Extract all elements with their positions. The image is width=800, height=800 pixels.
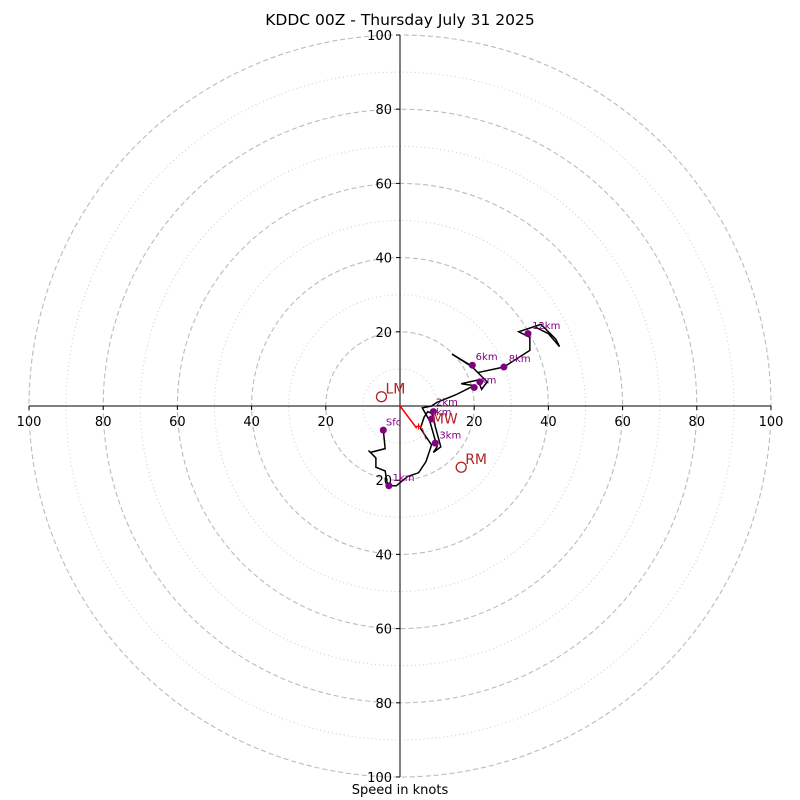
height-marker-6km <box>468 361 476 369</box>
tick-labels: 100 80 60 40 20 20 40 60 80 100100806040202040608… <box>17 29 784 786</box>
storm-motion-marker-rm <box>455 461 467 473</box>
height-label: 8km <box>509 354 531 365</box>
height-label: 2km <box>436 398 458 409</box>
height-marker-4km <box>428 415 436 423</box>
storm-motion-label-mw: MW <box>432 411 458 427</box>
x-tick-label: 40 <box>540 415 557 430</box>
y-tick-label: 60 <box>375 177 392 192</box>
height-label: Sfc <box>386 418 401 429</box>
height-marker-1km <box>385 482 393 490</box>
x-tick-label: 60 <box>169 415 186 430</box>
height-marker-2km <box>429 408 437 416</box>
height-label: 3km <box>439 430 461 441</box>
x-axis-label: Speed in knots <box>351 783 449 798</box>
y-tick-label: 100 <box>367 771 392 786</box>
x-tick-label: 20 <box>466 415 483 430</box>
height-marker-7km <box>476 378 484 386</box>
storm-motion-marker-lm <box>375 391 388 403</box>
storm-motion-label-rm: RM <box>465 452 487 468</box>
x-tick-label: 60 <box>614 415 631 430</box>
storm-motions: LM RM MW <box>375 382 487 473</box>
wind-trace <box>367 323 561 487</box>
x-tick-label: 40 <box>243 415 260 430</box>
y-tick-label: 80 <box>375 697 392 712</box>
hodograph-line <box>367 323 561 487</box>
x-tick-label: 100 <box>17 415 42 430</box>
y-tick-label: 40 <box>375 252 392 267</box>
y-tick-label: 40 <box>375 548 392 563</box>
mean-wind-vector <box>399 405 418 429</box>
storm-motion-segment <box>421 428 427 440</box>
storm-motion-label-lm: LM <box>385 382 405 398</box>
y-tick-label: 80 <box>375 103 392 118</box>
y-tick-label: 20 <box>375 326 392 341</box>
height-label: km <box>436 407 452 418</box>
chart-title: KDDC 00Z - Thursday July 31 2025 <box>265 11 535 29</box>
height-marker-3km <box>431 439 439 447</box>
height-marker-Sfc <box>379 426 387 434</box>
x-tick-label: 100 <box>759 415 784 430</box>
height-label: 1km <box>393 473 415 484</box>
x-tick-label: 20 <box>318 415 335 430</box>
height-label: km <box>481 375 497 386</box>
height-marker-12km <box>524 330 532 338</box>
y-tick-label: 100 <box>367 29 392 44</box>
height-label: 12km <box>532 321 560 332</box>
height-label: 6km <box>476 352 498 363</box>
height-marker-8km <box>500 363 508 371</box>
x-tick-label: 80 <box>95 415 112 430</box>
x-tick-label: 80 <box>689 415 706 430</box>
height-marker-5km <box>470 383 478 391</box>
y-tick-label: 60 <box>375 623 392 638</box>
